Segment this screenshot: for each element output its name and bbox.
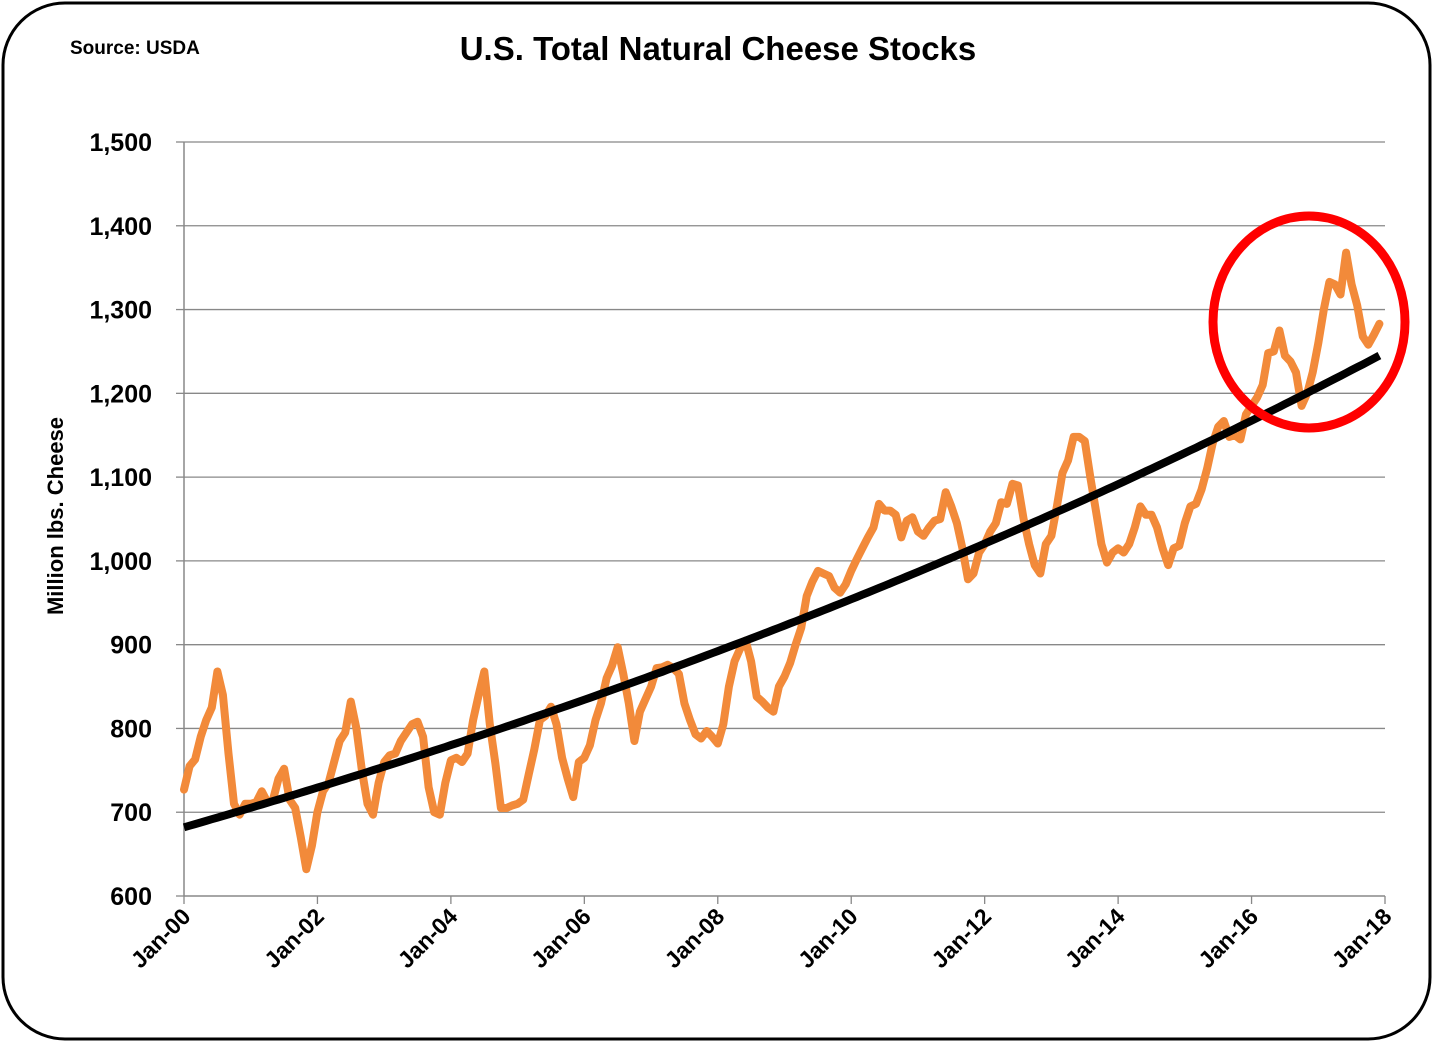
y-tick-label: 1,500 (89, 129, 152, 157)
y-tick-label: 1,100 (89, 464, 152, 492)
y-tick-label: 800 (110, 715, 152, 743)
y-tick-label: 900 (110, 632, 152, 660)
y-axis-ticks: 600 700 800 900 1,000 1,100 1,200 1,300 1,400 1,5… (89, 129, 152, 911)
chart-title: U.S. Total Natural Cheese Stocks (460, 30, 977, 67)
gridlines (184, 141, 1385, 813)
y-tick-label: 1,200 (89, 380, 152, 408)
y-tick-label: 1,300 (89, 297, 152, 325)
y-tick-label: 600 (110, 883, 152, 911)
y-tick-label: 1,400 (89, 213, 152, 241)
y-tick-label: 700 (110, 799, 152, 827)
axes (176, 141, 1386, 904)
highlight-circle (1208, 211, 1410, 433)
trend-line (182, 352, 1382, 832)
y-tick-label: 1,000 (89, 548, 152, 576)
source-label: Source: USDA (70, 38, 200, 59)
y-axis-label: Million lbs. Cheese (43, 417, 68, 615)
plot-area (180, 211, 1410, 874)
